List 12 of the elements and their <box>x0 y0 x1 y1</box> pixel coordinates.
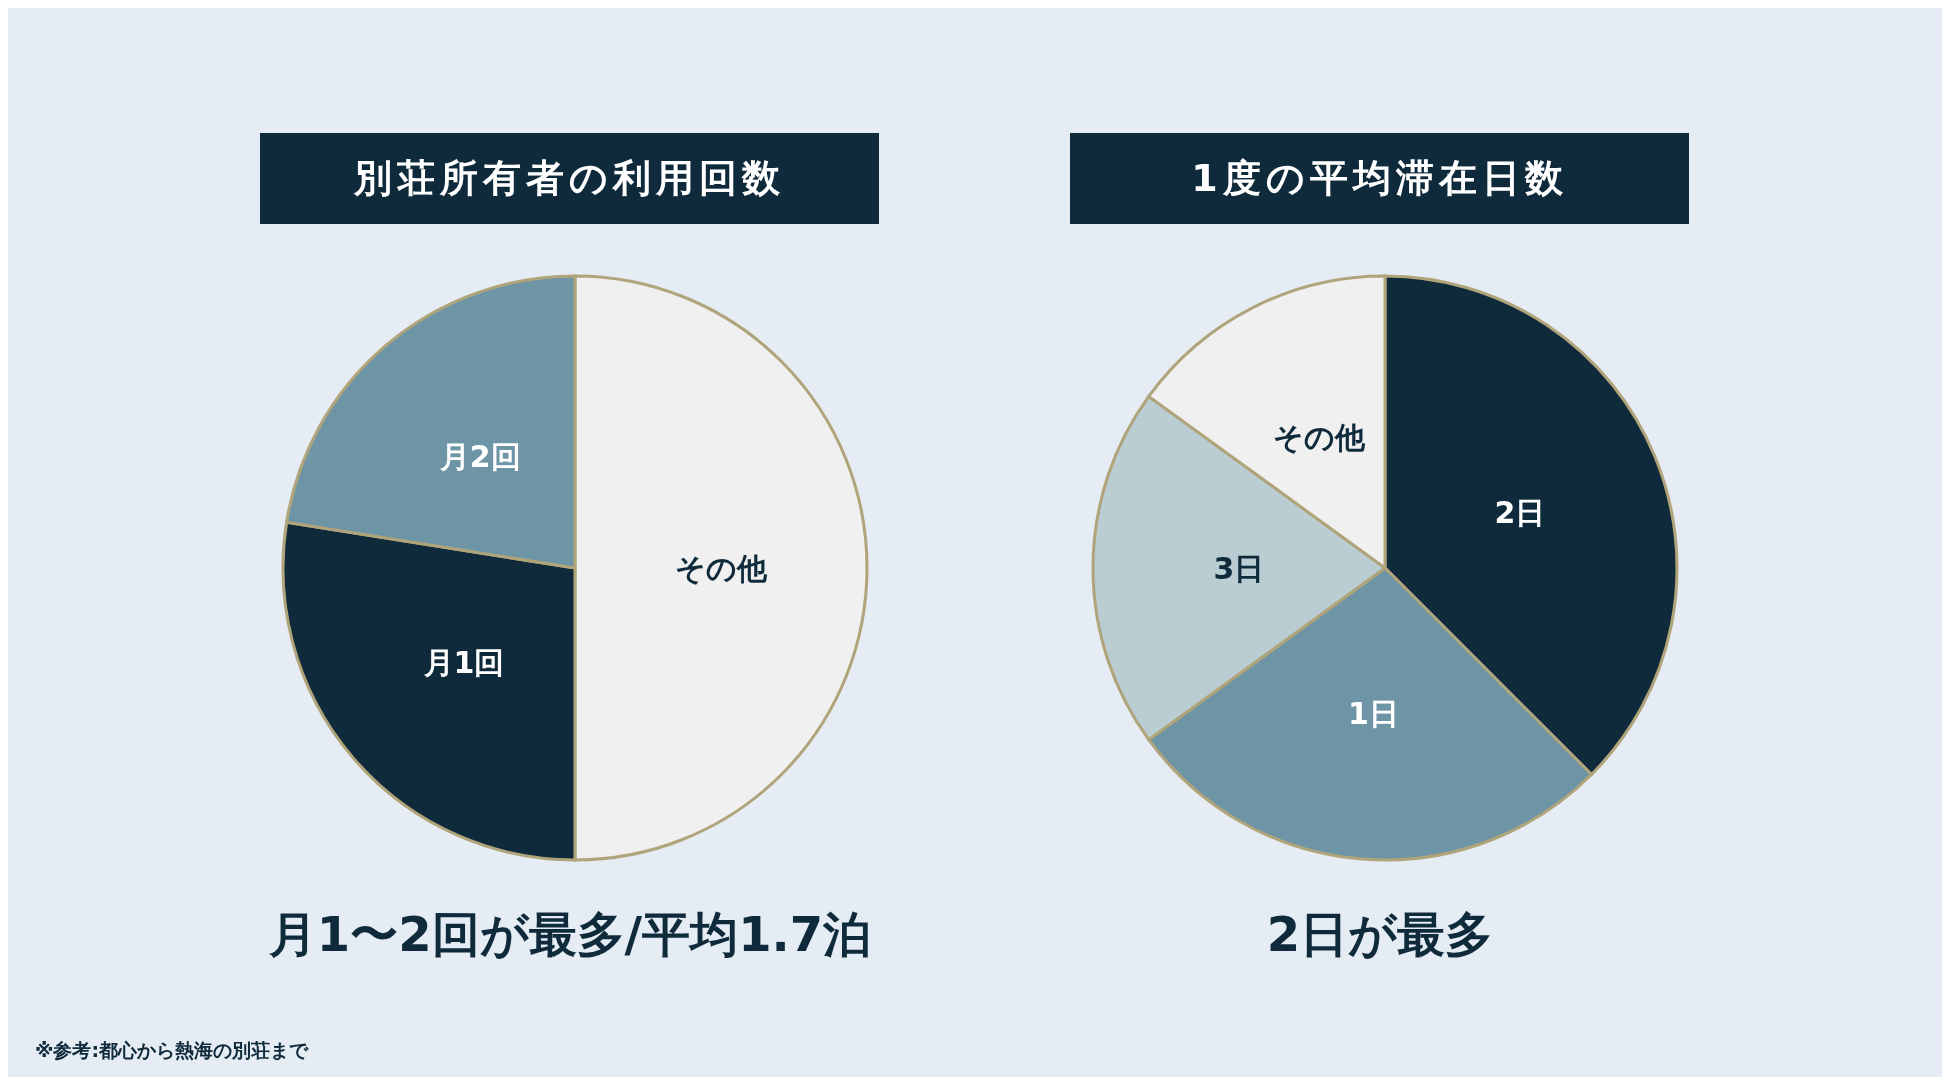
chart-title: 別荘所有者の利用回数 <box>260 133 879 224</box>
slice-label: 1日 <box>1348 696 1399 732</box>
slice-label: その他 <box>675 550 768 586</box>
slice-label: 2日 <box>1494 494 1546 530</box>
text: 月1〜2回が最多/平均1.7泊 <box>267 905 873 964</box>
text: 2日が最多 <box>1265 905 1495 964</box>
slice-label: 月2回 <box>438 439 521 475</box>
chart-title: 1度の平均滞在日数 <box>1070 133 1689 224</box>
slice-label: 月1回 <box>422 645 505 681</box>
text: ※参考:都心から熱海の別荘まで <box>35 1038 309 1063</box>
slice-label: 3日 <box>1213 550 1265 586</box>
slice-label: その他 <box>1272 420 1366 456</box>
